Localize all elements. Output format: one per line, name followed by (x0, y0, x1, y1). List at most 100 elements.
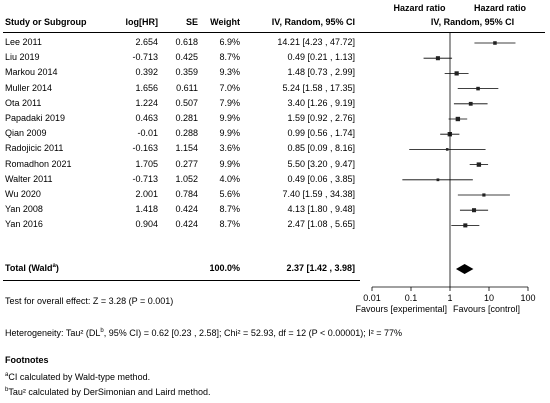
study-se: 0.424 (175, 204, 198, 215)
study-point (468, 101, 473, 106)
study-ci: 0.49 [0.21 , 1.13] (287, 52, 355, 63)
study-point (435, 56, 440, 61)
study-name: Markou 2014 (5, 67, 58, 78)
study-loghr: 1.656 (135, 82, 158, 93)
x-tick-label: 10 (484, 293, 494, 303)
study-se: 0.424 (175, 219, 198, 230)
study-weight: 7.9% (219, 97, 240, 108)
table-bottom-rule (3, 280, 360, 281)
study-se: 0.359 (175, 67, 198, 78)
study-ci: 0.99 [0.56 , 1.74] (287, 128, 355, 139)
study-ci: 14.21 [4.23 , 47.72] (277, 37, 355, 47)
study-loghr: -0.713 (132, 52, 158, 63)
study-loghr: 2.001 (135, 189, 158, 199)
study-loghr: -0.713 (132, 173, 158, 184)
footnote-b: bTau² calculated by DerSimonian and Lair… (5, 387, 211, 397)
study-loghr: 0.463 (135, 113, 158, 123)
favours-right-label: Favours [control] (453, 304, 520, 314)
study-weight: 9.9% (219, 158, 240, 169)
study-point (455, 116, 461, 122)
footnote-a: aCI calculated by Wald-type method. (5, 372, 151, 382)
study-loghr: 0.904 (135, 219, 158, 230)
study-point (472, 208, 477, 213)
study-point (454, 71, 459, 76)
study-point (445, 148, 449, 151)
x-tick-label: 0.01 (363, 293, 381, 303)
study-name: Radojicic 2011 (5, 143, 64, 154)
study-name: Papadaki 2019 (5, 113, 66, 123)
study-name: Ota 2011 (5, 97, 42, 108)
total-weight: 100.0% (209, 263, 240, 273)
x-tick-label: 100 (520, 293, 535, 303)
study-point (476, 162, 482, 167)
study-point (476, 86, 480, 91)
study-se: 1.154 (175, 143, 198, 154)
study-loghr: 1.224 (135, 97, 158, 108)
study-se: 0.784 (175, 189, 198, 199)
study-se: 0.611 (176, 82, 198, 93)
study-loghr: -0.163 (132, 143, 158, 154)
overall-effect-text: Test for overall effect: Z = 3.28 (P = 0… (5, 296, 174, 306)
plot-header-line2: IV, Random, 95% CI (430, 17, 515, 27)
study-se: 0.277 (175, 158, 198, 169)
study-loghr: 1.705 (135, 158, 158, 169)
study-se: 0.281 (175, 113, 198, 123)
study-ci: 1.59 [0.92 , 2.76] (287, 113, 355, 123)
study-ci: 3.40 [1.26 , 9.19] (287, 97, 355, 108)
study-weight: 3.6% (219, 143, 240, 154)
study-weight: 9.9% (219, 128, 240, 139)
study-ci: 0.85 [0.09 , 8.16] (287, 143, 355, 154)
header-ci: IV, Random, 95% CI (271, 17, 355, 27)
study-se: 1.052 (175, 173, 198, 184)
header-weight: Weight (210, 17, 240, 27)
x-tick-label: 1 (447, 293, 452, 303)
study-name: Qian 2009 (5, 128, 47, 139)
study-loghr: -0.01 (137, 128, 158, 139)
study-loghr: 1.418 (135, 204, 158, 215)
study-ci: 5.24 [1.58 , 17.35] (282, 82, 355, 93)
total-ci: 2.37 [1.42 , 3.98] (286, 263, 355, 273)
favours-left-label: Favours [experimental] (355, 304, 447, 314)
study-name: Lee 2011 (5, 37, 42, 47)
study-weight: 5.6% (219, 189, 240, 199)
study-ci: 1.48 [0.73 , 2.99] (287, 67, 355, 78)
study-weight: 7.0% (219, 82, 240, 93)
x-tick-label: 0.1 (405, 293, 418, 303)
heterogeneity-text: Heterogeneity: Tau² (DLb, 95% CI) = 0.62… (5, 328, 403, 338)
study-name: Muller 2014 (5, 82, 53, 93)
study-se: 0.288 (175, 128, 198, 139)
study-ci: 0.49 [0.06 , 3.85] (287, 173, 355, 184)
study-name: Yan 2016 (5, 219, 43, 230)
study-point (436, 178, 440, 182)
study-weight: 8.7% (219, 204, 240, 215)
study-weight: 8.7% (219, 219, 240, 230)
study-ci: 4.13 [1.80 , 9.48] (287, 204, 355, 215)
plot-header-line1: Hazard ratio (473, 3, 526, 13)
study-loghr: 2.654 (135, 37, 158, 47)
header-se: SE (185, 17, 198, 27)
study-se: 0.618 (175, 37, 198, 47)
study-weight: 9.3% (219, 67, 240, 78)
study-ci: 2.47 [1.08 , 5.65] (287, 219, 355, 230)
study-weight: 4.0% (219, 173, 240, 184)
study-se: 0.425 (175, 52, 198, 63)
study-name: Romadhon 2021 (5, 158, 72, 169)
header-loghr: log[HR] (125, 17, 159, 27)
study-weight: 8.7% (219, 52, 240, 63)
study-point (482, 193, 486, 197)
study-name: Yan 2008 (5, 204, 43, 215)
study-ci: 5.50 [3.20 , 9.47] (287, 158, 355, 169)
study-point (493, 41, 497, 45)
study-weight: 9.9% (219, 113, 240, 123)
study-name: Walter 2011 (5, 173, 53, 184)
study-se: 0.507 (175, 97, 198, 108)
study-name: Wu 2020 (5, 189, 41, 199)
total-label: Total (Walda) (5, 263, 59, 273)
study-name: Liu 2019 (5, 52, 40, 63)
header-rule (3, 32, 545, 33)
header-study: Study or Subgroup (5, 17, 87, 27)
pooled-diamond (455, 264, 474, 274)
footnotes-title: Footnotes (5, 355, 49, 365)
study-ci: 7.40 [1.59 , 34.38] (282, 189, 355, 199)
